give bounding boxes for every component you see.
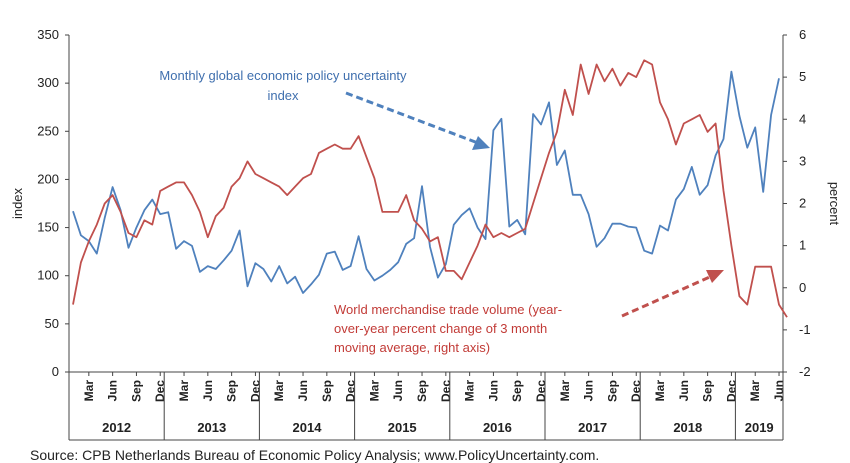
x-tick-label: Dec <box>439 380 453 402</box>
right-tick-label: -1 <box>799 322 811 337</box>
x-tick-label: Mar <box>653 380 667 402</box>
right-tick-label: 1 <box>799 238 806 253</box>
right-tick-label: 3 <box>799 153 806 168</box>
left-tick-label: 250 <box>37 123 59 138</box>
blue-arrow-head <box>472 136 490 150</box>
year-label: 2012 <box>102 420 131 435</box>
red-arrow-head <box>706 270 724 283</box>
x-tick-label: Sep <box>225 380 239 402</box>
x-tick-label: Dec <box>534 380 548 402</box>
blue-annotation-line-2: index <box>267 88 299 103</box>
x-tick-label: Mar <box>177 380 191 402</box>
left-tick-label: 0 <box>52 364 59 379</box>
left-tick-label: 200 <box>37 171 59 186</box>
red-arrow-line <box>621 274 713 318</box>
x-tick-label: Sep <box>701 380 715 402</box>
left-tick-label: 150 <box>37 220 59 235</box>
year-label: 2018 <box>673 420 702 435</box>
left-tick-label: 350 <box>37 27 59 42</box>
right-tick-label: 2 <box>799 196 806 211</box>
x-tick-label: Mar <box>82 380 96 402</box>
year-label: 2014 <box>293 420 323 435</box>
x-tick-label: Mar <box>558 380 572 402</box>
x-tick-label: Mar <box>748 380 762 402</box>
x-tick-label: Jun <box>106 380 120 401</box>
red-annotation-line-2: over-year percent change of 3 month <box>334 321 547 336</box>
blue-arrow-line <box>345 91 479 145</box>
x-tick-label: Dec <box>344 380 358 402</box>
x-tick-label: Dec <box>724 380 738 402</box>
x-tick-label: Sep <box>510 380 524 402</box>
x-tick-label: Mar <box>463 380 477 402</box>
trade-volume-line <box>72 59 788 318</box>
year-label: 2016 <box>483 420 512 435</box>
year-label: 2019 <box>745 420 774 435</box>
x-tick-label: Mar <box>272 380 286 402</box>
x-tick-label: Jun <box>772 380 786 401</box>
right-tick-label: -2 <box>799 364 811 379</box>
left-tick-label: 50 <box>45 316 59 331</box>
x-tick-label: Dec <box>153 380 167 402</box>
right-tick-label: 6 <box>799 27 806 42</box>
year-label: 2015 <box>388 420 417 435</box>
right-axis-title: percent <box>827 182 842 226</box>
year-label: 2017 <box>578 420 607 435</box>
x-tick-label: Jun <box>677 380 691 401</box>
x-tick-label: Jun <box>486 380 500 401</box>
right-tick-label: 4 <box>799 111 806 126</box>
x-tick-label: Dec <box>629 380 643 402</box>
x-tick-label: Mar <box>367 380 381 402</box>
x-tick-label: Dec <box>248 380 262 402</box>
source-note: Source: CPB Netherlands Bureau of Econom… <box>30 447 599 463</box>
red-annotation-line-3: moving average, right axis) <box>334 340 490 355</box>
right-tick-label: 5 <box>799 69 806 84</box>
x-tick-label: Sep <box>415 380 429 402</box>
blue-annotation-line-1: Monthly global economic policy uncertain… <box>159 68 407 83</box>
x-tick-label: Jun <box>201 380 215 401</box>
right-tick-label: 0 <box>799 280 806 295</box>
x-tick-label: Sep <box>605 380 619 402</box>
x-tick-label: Jun <box>296 380 310 401</box>
left-tick-label: 300 <box>37 75 59 90</box>
left-tick-label: 100 <box>37 268 59 283</box>
x-tick-label: Jun <box>582 380 596 401</box>
x-tick-label: Sep <box>129 380 143 402</box>
red-annotation-line-1: World merchandise trade volume (year- <box>334 302 562 317</box>
x-tick-label: Sep <box>320 380 334 402</box>
year-label: 2013 <box>197 420 226 435</box>
left-axis-title: index <box>10 187 25 219</box>
x-tick-label: Jun <box>391 380 405 401</box>
uncertainty-index-line <box>72 70 780 294</box>
